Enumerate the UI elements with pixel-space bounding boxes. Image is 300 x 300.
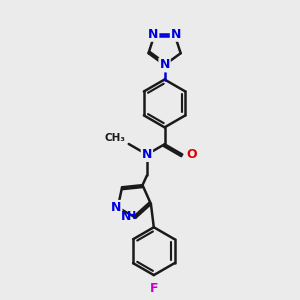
Text: N: N bbox=[121, 210, 131, 223]
Text: N: N bbox=[111, 201, 122, 214]
Text: N: N bbox=[148, 28, 158, 41]
Text: N: N bbox=[171, 28, 181, 41]
Text: N: N bbox=[142, 148, 152, 161]
Text: F: F bbox=[150, 281, 158, 295]
Text: N: N bbox=[159, 58, 170, 71]
Text: O: O bbox=[186, 148, 197, 161]
Text: CH₃: CH₃ bbox=[105, 133, 126, 142]
Text: H: H bbox=[127, 211, 136, 221]
